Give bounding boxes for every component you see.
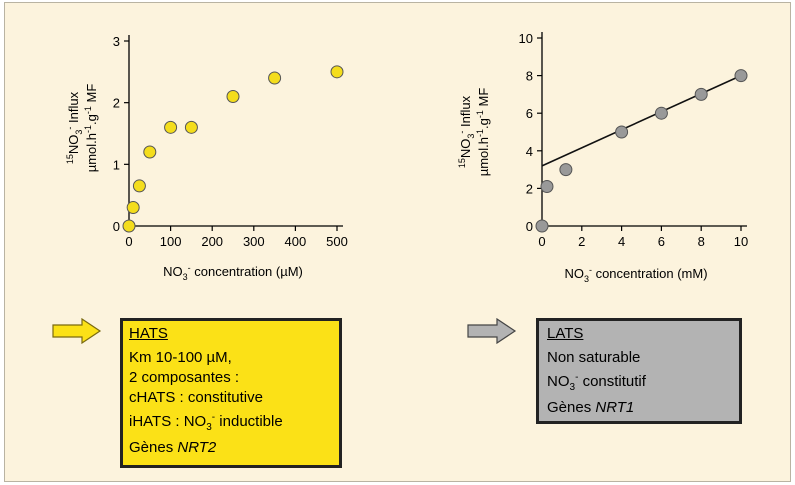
- hats-chart-y-tick-label: 1: [113, 157, 120, 172]
- lats-arrow-icon: [467, 318, 517, 344]
- lats-saturable-line: Non saturable: [547, 349, 641, 366]
- lats-genes-line: Gènes NRT1: [547, 399, 635, 416]
- hats-chart-x-tick-label: 400: [285, 234, 307, 249]
- hats-chart-data-point: [330, 65, 344, 79]
- lats-constitutive-line: NO3- constitutif: [547, 372, 646, 393]
- hats-chart-y-tick-label: 3: [113, 34, 120, 49]
- hats-info-box: HATS Km 10-100 µM, 2 composantes : cHATS…: [120, 318, 342, 468]
- hats-chats-line: cHATS : constitutive: [129, 389, 263, 406]
- hats-components-line: 2 composantes :: [129, 369, 240, 386]
- hats-chart-y-tick-label: 2: [113, 96, 120, 111]
- hats-chart-x-tick-label: 0: [125, 234, 132, 249]
- hats-chart-x-tick-label: 500: [326, 234, 348, 249]
- hats-km-line: Km 10-100 µM,: [129, 349, 232, 366]
- hats-chart-x-tick-label: 100: [160, 234, 182, 249]
- hats-chart-data-point: [132, 179, 146, 193]
- lats-info-box: LATS Non saturable NO3- constitutif Gène…: [536, 318, 742, 424]
- hats-chart-data-point: [184, 120, 198, 134]
- hats-chart-data-point: [122, 219, 136, 233]
- hats-chart-data-point: [164, 120, 178, 134]
- left-x-title: NO3- concentration (µM): [163, 263, 303, 282]
- hats-ihats-line: iHATS : NO3- inductible: [129, 412, 283, 433]
- left-y-title-line1: 15NO3- Influx: [65, 91, 84, 164]
- left-y-title-line2: µmol.h-1.g-1 MF: [83, 84, 99, 173]
- hats-title: HATS: [129, 325, 168, 342]
- hats-chart-data-point: [126, 201, 140, 214]
- hats-genes-line: Gènes NRT2: [129, 439, 217, 456]
- lats-title: LATS: [547, 325, 584, 342]
- hats-chart-x-tick-label: 200: [201, 234, 223, 249]
- hats-chart-data-point: [143, 145, 157, 159]
- hats-arrow-icon: [52, 318, 102, 344]
- hats-chart-data-point: [268, 71, 282, 85]
- hats-chart-y-tick-label: 0: [113, 219, 120, 234]
- hats-chart-axes: [128, 35, 343, 227]
- hats-chart-data-point: [226, 90, 240, 103]
- hats-chart-x-tick-label: 300: [243, 234, 265, 249]
